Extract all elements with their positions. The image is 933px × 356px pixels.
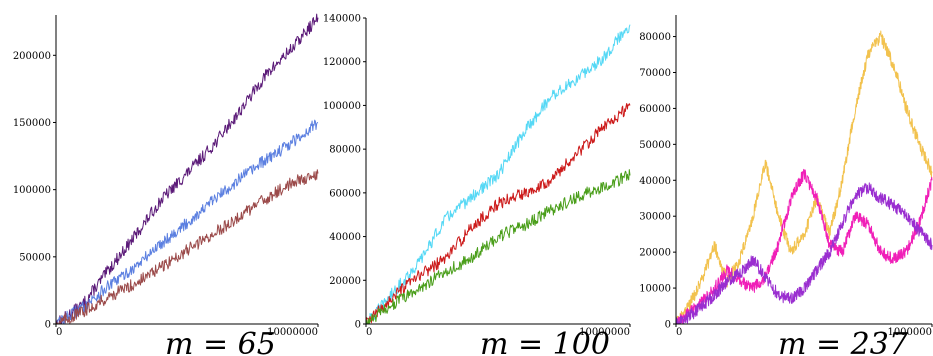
y-tick-label: 20000: [329, 276, 361, 287]
y-tick-label: 0: [665, 320, 671, 331]
x-tick-label: 10000000: [579, 327, 630, 338]
y-tick-label: 50000: [19, 252, 51, 263]
x-tick-label: 0: [56, 327, 62, 338]
series-line-0-0: [56, 13, 319, 325]
y-tick-label: 140000: [323, 14, 361, 25]
y-tick-label: 60000: [329, 188, 361, 199]
panel-caption: m = 65: [165, 327, 276, 356]
series-line-1-1: [365, 103, 631, 325]
x-tick-label: 0: [366, 327, 372, 338]
y-tick-label: 80000: [639, 32, 671, 43]
y-tick-label: 0: [355, 320, 361, 331]
series-line-2-1: [675, 168, 933, 325]
panel-m-100: 0 20000 40000 60000 80000 100000 120000 140000 0…: [323, 14, 631, 356]
y-tick-label: 20000: [639, 248, 671, 259]
y-tick-label: 100000: [323, 101, 361, 112]
y-tick-label: 120000: [323, 57, 361, 68]
series-line-2-2: [675, 182, 933, 325]
series-line-0-1: [56, 119, 319, 325]
y-tick-label: 80000: [329, 145, 361, 156]
y-tick-label: 70000: [639, 68, 671, 79]
y-tick-label: 100000: [13, 185, 51, 196]
x-tick-label: 1000000: [887, 327, 932, 338]
panel-caption: m = 237: [778, 327, 909, 356]
y-tick-label: 40000: [329, 232, 361, 243]
y-tick-label: 40000: [639, 176, 671, 187]
panel-caption: m = 100: [480, 327, 610, 356]
series-line-2-0: [675, 30, 933, 325]
series-line-1-2: [365, 169, 631, 325]
y-tick-label: 30000: [639, 212, 671, 223]
series-line-1-0: [365, 24, 631, 325]
y-tick-label: 150000: [13, 118, 51, 129]
y-tick-label: 200000: [13, 51, 51, 62]
x-tick-label: 0: [676, 327, 682, 338]
series-line-0-2: [56, 169, 319, 325]
panel-m-237: 0 10000 20000 30000 40000 50000 60000 70000 8000…: [639, 15, 933, 356]
y-tick-label: 60000: [639, 104, 671, 115]
x-tick-label: 10000000: [267, 327, 318, 338]
y-tick-label: 10000: [639, 284, 671, 295]
y-tick-label: 50000: [639, 140, 671, 151]
y-tick-label: 0: [45, 320, 51, 331]
